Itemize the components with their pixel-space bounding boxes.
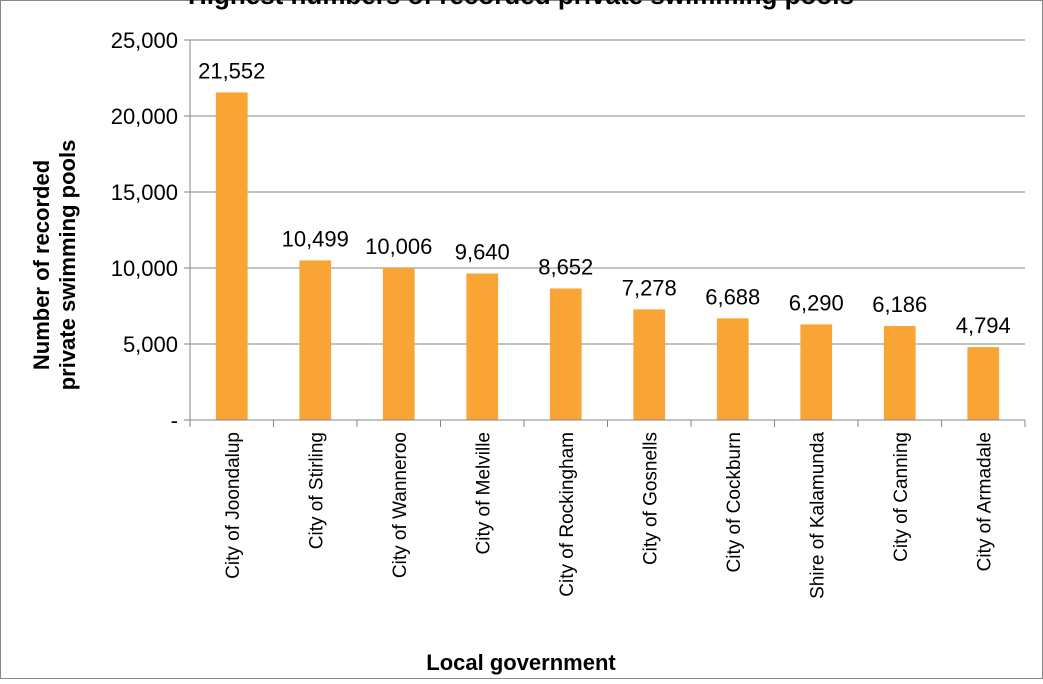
x-axis-title: Local government <box>426 650 616 675</box>
x-tick-label-7: City of Cockburn <box>724 432 745 572</box>
y-tick-label: 25,000 <box>111 28 178 53</box>
x-tick-label-8: Shire of Kalamunda <box>807 432 828 599</box>
data-label-3: 10,006 <box>365 234 432 259</box>
data-label-5: 8,652 <box>538 254 593 279</box>
bar-6 <box>633 309 666 420</box>
data-label-8: 6,290 <box>789 290 844 315</box>
bar-2 <box>299 260 332 420</box>
x-tick-label-1: City of Joondalup <box>223 432 244 579</box>
bar-8 <box>800 324 833 420</box>
bar-4 <box>466 273 499 420</box>
x-tick-label-4: City of Melville <box>473 432 494 554</box>
bar-9 <box>883 325 916 420</box>
bars <box>215 92 1000 420</box>
y-axis-title-line-2: private swimming pools <box>55 140 80 391</box>
x-tick-labels: City of Joondalup City of Stirling City of… <box>223 432 996 599</box>
bar-5 <box>549 288 582 420</box>
y-tick-label: 10,000 <box>111 256 178 281</box>
x-tick-label-3: City of Wanneroo <box>390 432 411 578</box>
bar-7 <box>716 318 749 420</box>
axes <box>184 39 1026 427</box>
data-label-6: 7,278 <box>622 275 677 300</box>
y-tick-label: 5,000 <box>123 332 178 357</box>
data-label-10: 4,794 <box>956 313 1011 338</box>
y-tick-label: 15,000 <box>111 180 178 205</box>
x-tick-label-2: City of Stirling <box>306 432 327 549</box>
data-label-2: 10,499 <box>282 226 349 251</box>
y-axis-title-line-1: Number of recorded <box>29 160 54 370</box>
y-tick-labels: - 5,000 10,000 15,000 20,000 25,000 <box>111 28 178 433</box>
bar-3 <box>382 267 415 420</box>
data-label-1: 21,552 <box>198 58 265 83</box>
y-tick-label: 20,000 <box>111 104 178 129</box>
x-tick-label-10: City of Armadale <box>974 432 995 571</box>
x-tick-label-5: City of Rockingham <box>557 432 578 597</box>
data-label-4: 9,640 <box>455 239 510 264</box>
bar-1 <box>215 92 248 420</box>
x-tick-label-9: City of Canning <box>891 432 912 562</box>
x-tick-label-6: City of Gosnells <box>640 432 661 565</box>
chart-title: Highest numbers of recorded private swim… <box>188 0 854 10</box>
data-label-9: 6,186 <box>872 292 927 317</box>
data-label-7: 6,688 <box>705 284 760 309</box>
data-labels: 21,552 10,499 10,006 9,640 8,652 7,278 6,688 6,… <box>198 58 1011 338</box>
y-tick-label: - <box>171 408 178 433</box>
y-axis-title: Number of recorded private swimming pool… <box>29 140 80 391</box>
bar-10 <box>967 347 1000 420</box>
